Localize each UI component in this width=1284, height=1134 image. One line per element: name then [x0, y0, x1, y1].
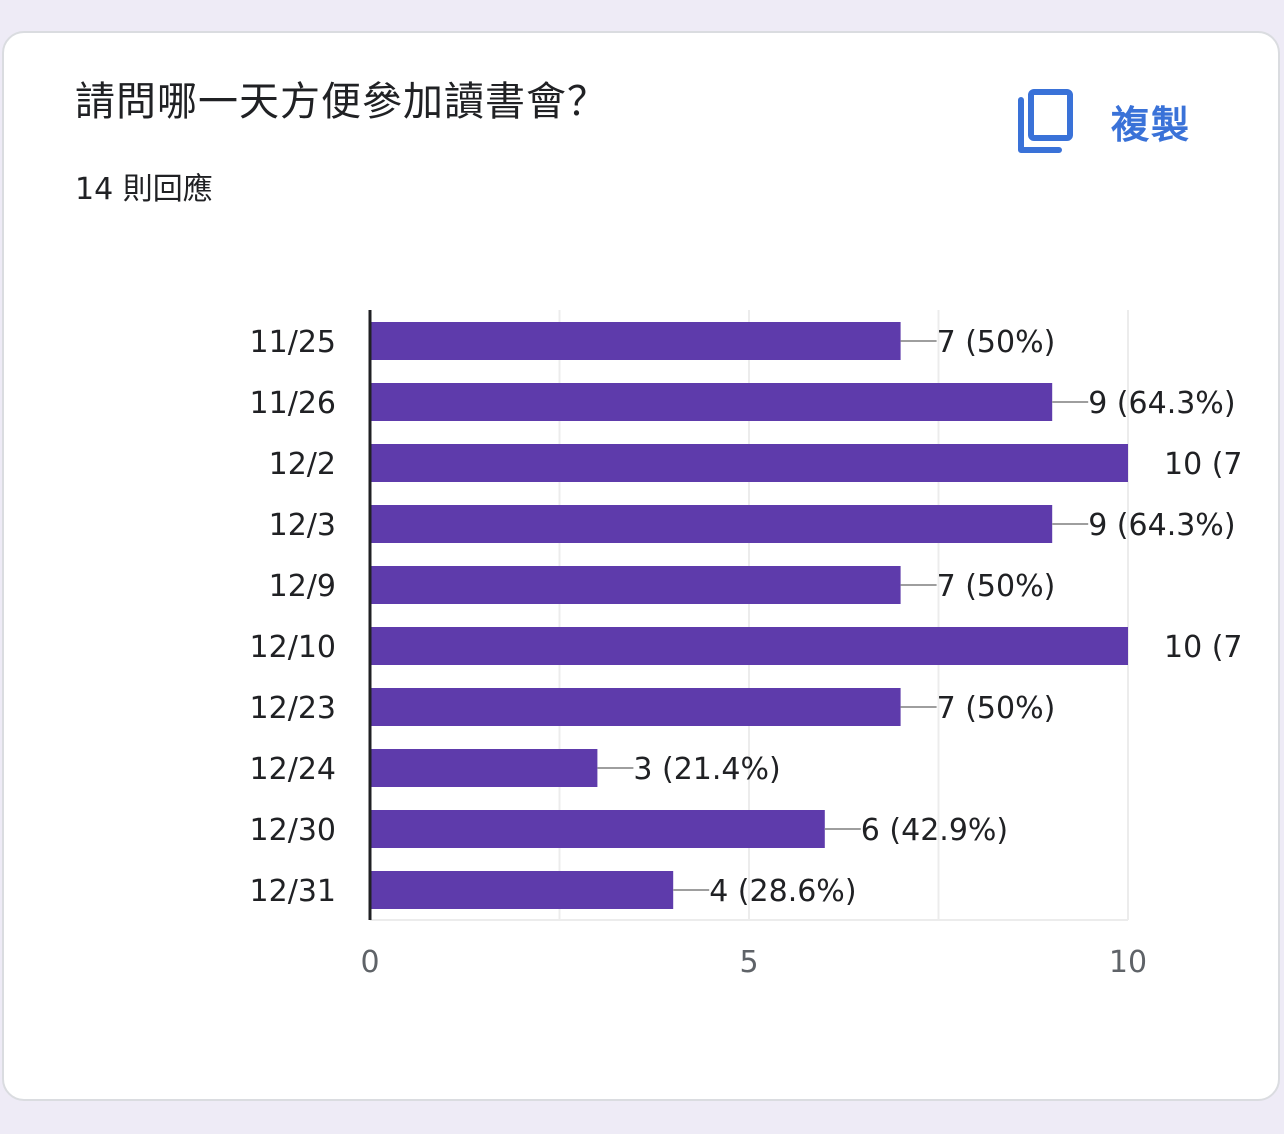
copy-button-label: 複製	[1111, 103, 1192, 147]
copy-icon	[1018, 89, 1073, 153]
category-label: 12/24	[250, 752, 336, 787]
data-label: 10 (71.4%)	[1164, 630, 1284, 665]
category-label: 12/9	[269, 569, 336, 604]
data-label: 7 (50%)	[937, 691, 1056, 726]
data-label: 6 (42.9%)	[861, 813, 1008, 848]
category-label: 12/2	[269, 447, 336, 482]
x-tick-label: 10	[1109, 945, 1147, 980]
x-tick-label: 5	[739, 945, 758, 980]
bar-12-24	[370, 749, 598, 787]
category-label: 12/23	[250, 691, 336, 726]
data-label: 7 (50%)	[937, 325, 1056, 360]
data-label: 9 (64.3%)	[1088, 386, 1235, 421]
bar-12-3	[370, 505, 1053, 543]
data-label: 7 (50%)	[937, 569, 1056, 604]
bar-12-30	[370, 810, 825, 848]
data-label: 3 (21.4%)	[633, 752, 780, 787]
x-tick-label: 0	[360, 945, 379, 980]
category-label: 12/3	[269, 508, 336, 543]
bar-12-2	[370, 444, 1128, 482]
bar-12-9	[370, 566, 901, 604]
question-title: 請問哪一天方便參加讀書會？	[75, 79, 608, 125]
category-label: 12/10	[250, 630, 336, 665]
copy-chart-button[interactable]: 複製	[1015, 88, 1215, 158]
data-label: 4 (28.6%)	[709, 874, 856, 909]
bar-12-31	[370, 871, 674, 909]
data-label: 9 (64.3%)	[1088, 508, 1235, 543]
category-label: 12/31	[250, 874, 336, 909]
bar-11-26	[370, 383, 1053, 421]
category-label: 11/25	[250, 325, 336, 360]
bar-12-10	[370, 627, 1128, 665]
bar-12-23	[370, 688, 901, 726]
category-label: 11/26	[250, 386, 336, 421]
data-label: 10 (71.4%)	[1164, 447, 1284, 482]
bar-11-25	[370, 322, 901, 360]
category-label: 12/30	[250, 813, 336, 848]
response-count: 14 則回應	[75, 172, 213, 207]
